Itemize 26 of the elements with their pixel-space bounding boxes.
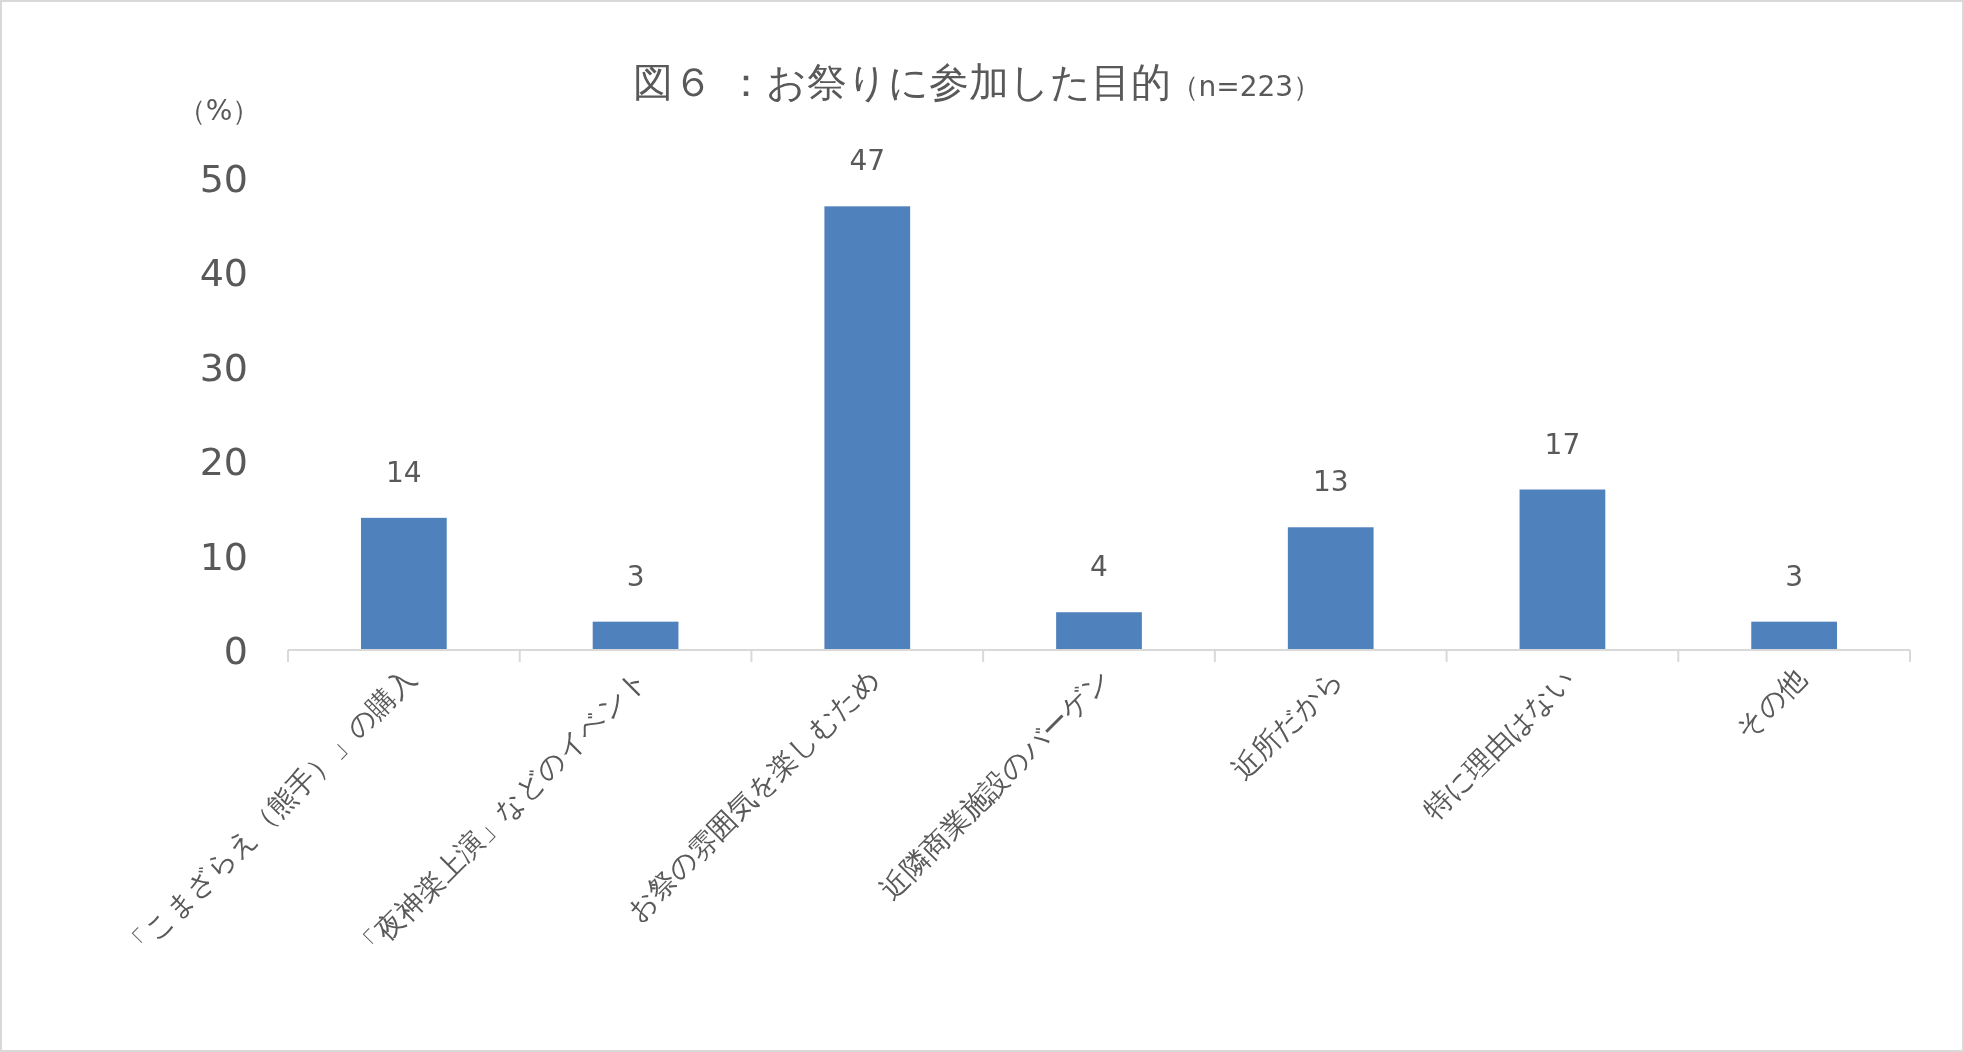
- data-label: 17: [1544, 427, 1581, 461]
- data-label: 4: [1090, 550, 1108, 584]
- y-tick-label: 20: [199, 440, 248, 485]
- chart-subtitle: （n=223）: [1170, 70, 1322, 103]
- bar: [1056, 612, 1142, 650]
- y-tick-label: 30: [199, 345, 248, 390]
- data-label: 14: [386, 455, 422, 489]
- x-tick-label: 近所だから: [1225, 661, 1350, 787]
- y-tick-label: 50: [199, 157, 248, 201]
- data-label: 3: [1785, 559, 1804, 593]
- bar: [1287, 527, 1374, 650]
- bar: [824, 206, 911, 650]
- bar: [592, 621, 679, 650]
- x-tick-label: 特に理由はない: [1416, 661, 1582, 827]
- x-tick-label: その他: [1728, 661, 1814, 746]
- chart-title: 図６ ：お祭りに参加した目的: [632, 59, 1171, 105]
- y-tick-label: 10: [199, 534, 248, 579]
- y-tick-label: 0: [223, 629, 248, 673]
- data-label: 3: [626, 559, 645, 593]
- bar: [1519, 489, 1606, 650]
- y-axis-title: （%）: [177, 94, 261, 127]
- bar: [1751, 621, 1838, 650]
- bar: [360, 517, 447, 650]
- data-label: 47: [849, 144, 886, 178]
- y-tick-label: 40: [199, 251, 248, 296]
- data-label: 13: [1312, 465, 1349, 499]
